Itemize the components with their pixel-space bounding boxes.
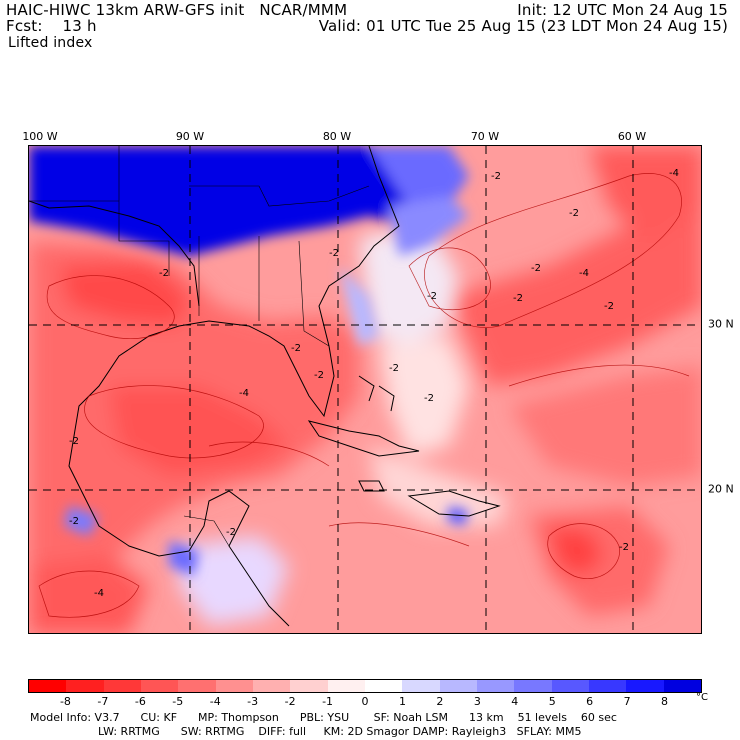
colorbar-swatch — [476, 680, 515, 692]
colorbar-swatch — [29, 680, 67, 692]
contour-label: -2 — [291, 343, 301, 354]
colorbar-swatch — [103, 680, 141, 692]
contour-lines — [38, 173, 690, 618]
contour-label: -2 — [69, 516, 79, 527]
colorbar-tick-label: 8 — [661, 695, 669, 708]
lon-label-60w: 60 W — [617, 130, 647, 143]
colorbar — [28, 679, 702, 693]
political-borders — [29, 146, 370, 547]
colorbar-swatch — [663, 680, 701, 692]
colorbar-tick-label: -8 — [59, 695, 71, 708]
contour-label: -2 — [329, 248, 339, 259]
colorbar-swatch — [327, 680, 365, 692]
contour-label: -2 — [513, 293, 523, 304]
colorbar-swatch — [514, 680, 552, 692]
forecast-hour: Fcst: 13 h — [6, 17, 97, 35]
contour-label: -2 — [569, 208, 579, 219]
valid-time: Valid: 01 UTC Tue 25 Aug 15 (23 LDT Mon … — [318, 17, 728, 35]
colorbar-tick-label: 3 — [473, 695, 481, 708]
lon-label-70w: 70 W — [470, 130, 500, 143]
contour-label: -4 — [94, 588, 104, 599]
colorbar-tick-label: 5 — [548, 695, 556, 708]
colorbar-swatch — [626, 680, 664, 692]
colorbar-swatch — [364, 680, 403, 692]
contour-label: -2 — [226, 527, 236, 538]
colorbar-tick-label: 4 — [511, 695, 519, 708]
colorbar-tick-label: 2 — [436, 695, 444, 708]
colorbar-swatch — [439, 680, 477, 692]
colorbar-tick-label: 6 — [586, 695, 594, 708]
colorbar-tick-label: 7 — [623, 695, 631, 708]
model-info-line1: Model Info: V3.7 CU: KF MP: Thompson PBL… — [30, 711, 617, 724]
lifted-index-map: -2 -2 -2 -2 -2 -2 -2 -4 -2 -2 -2 -2 -4 -… — [28, 145, 702, 634]
colorbar-swatch — [215, 680, 253, 692]
colorbar-tick-label: -5 — [172, 695, 184, 708]
contour-label: -2 — [619, 542, 629, 553]
colorbar-tick-label: 1 — [398, 695, 406, 708]
lat-lon-grid — [29, 146, 701, 633]
contour-label: -2 — [604, 301, 614, 312]
contour-label: -2 — [389, 363, 399, 374]
contour-label: -2 — [69, 436, 79, 447]
model-title: HAIC-HIWC 13km ARW-GFS init NCAR/MMM — [6, 1, 348, 19]
lat-label-30n: 30 N — [708, 317, 734, 331]
colorbar-unit: °C — [696, 692, 708, 703]
contour-label: -2 — [491, 171, 501, 182]
contour-label: -4 — [239, 388, 249, 399]
colorbar-tick-label: 0 — [361, 695, 369, 708]
model-info-line2: LW: RRTMG SW: RRTMG DIFF: full KM: 2D Sm… — [98, 725, 582, 738]
colorbar-tick-label: -7 — [97, 695, 109, 708]
colorbar-tick-label: -4 — [209, 695, 221, 708]
stable-blue-shading — [29, 146, 469, 576]
contour-label: -2 — [314, 370, 324, 381]
colorbar-swatch — [290, 680, 328, 692]
colorbar-tick-label: -3 — [247, 695, 259, 708]
init-time: Init: 12 UTC Mon 24 Aug 15 — [517, 1, 728, 19]
colorbar-swatch — [252, 680, 291, 692]
instability-shading — [29, 146, 701, 633]
lon-label-90w: 90 W — [175, 130, 205, 143]
colorbar-swatch — [551, 680, 589, 692]
contour-label: -2 — [531, 263, 541, 274]
contour-label: -4 — [669, 168, 679, 179]
map-canvas: -2 -2 -2 -2 -2 -2 -2 -4 -2 -2 -2 -2 -4 -… — [29, 146, 701, 633]
colorbar-swatch — [588, 680, 627, 692]
contour-labels: -2 -2 -2 -2 -2 -2 -2 -4 -2 -2 -2 -2 -4 -… — [69, 168, 679, 599]
field-name: Lifted index — [8, 35, 93, 51]
stable-shading — [179, 226, 509, 626]
contour-label: -2 — [424, 393, 434, 404]
lon-label-100w: 100 W — [22, 130, 58, 143]
colorbar-tick-label: -1 — [322, 695, 334, 708]
colorbar-tick-label: -6 — [134, 695, 146, 708]
contour-label: -4 — [579, 268, 589, 279]
colorbar-swatch — [178, 680, 216, 692]
lon-label-80w: 80 W — [322, 130, 352, 143]
colorbar-tick-label: -2 — [284, 695, 296, 708]
colorbar-swatch — [140, 680, 179, 692]
lat-label-20n: 20 N — [708, 482, 734, 496]
contour-label: -2 — [427, 291, 437, 302]
colorbar-swatch — [402, 680, 440, 692]
contour-label: -2 — [159, 268, 169, 279]
colorbar-swatch — [66, 680, 104, 692]
